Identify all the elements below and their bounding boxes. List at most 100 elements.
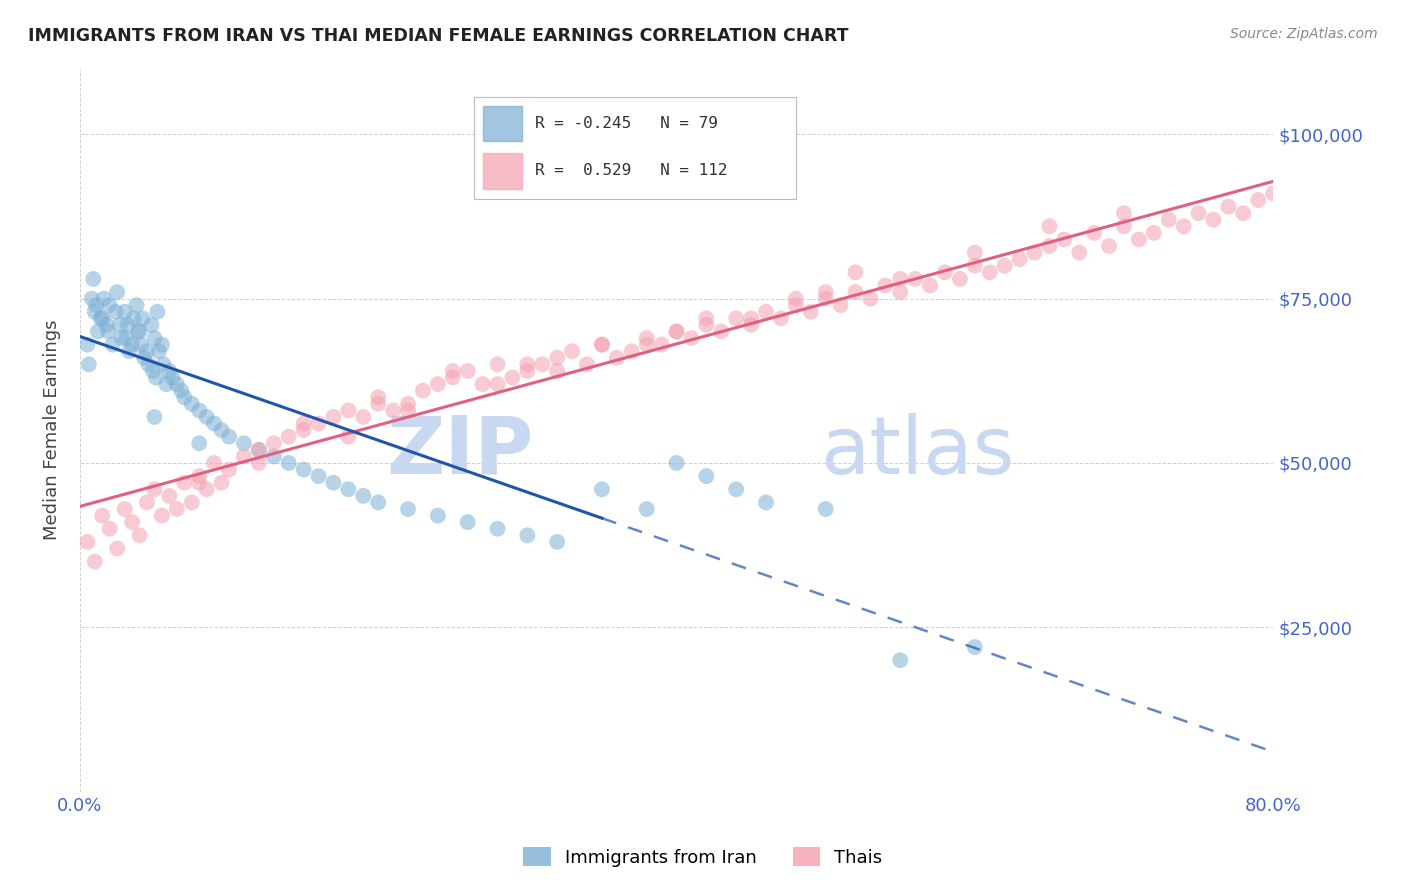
Point: [367, 390, 389, 404]
Point: [396, 397, 419, 411]
Point: [1232, 206, 1254, 220]
Point: [76, 534, 98, 549]
Point: [695, 318, 717, 332]
Point: [308, 417, 330, 431]
Point: [122, 311, 145, 326]
Point: [83, 555, 105, 569]
Point: [665, 325, 688, 339]
Point: [277, 430, 299, 444]
Point: [486, 522, 509, 536]
Point: [157, 489, 180, 503]
Point: [322, 409, 344, 424]
Point: [1187, 206, 1209, 220]
Point: [129, 337, 152, 351]
Point: [218, 462, 240, 476]
Point: [785, 298, 807, 312]
Point: [211, 423, 233, 437]
Point: [143, 331, 166, 345]
Point: [136, 495, 159, 509]
Text: atlas: atlas: [820, 413, 1014, 491]
Point: [859, 292, 882, 306]
Point: [1053, 232, 1076, 246]
Text: IMMIGRANTS FROM IRAN VS THAI MEDIAN FEMALE EARNINGS CORRELATION CHART: IMMIGRANTS FROM IRAN VS THAI MEDIAN FEMA…: [28, 27, 849, 45]
Point: [546, 534, 568, 549]
Point: [994, 259, 1017, 273]
Point: [591, 337, 613, 351]
Point: [233, 450, 256, 464]
Point: [620, 344, 643, 359]
Point: [963, 640, 986, 654]
Point: [170, 384, 193, 398]
Point: [904, 272, 927, 286]
Point: [606, 351, 628, 365]
Point: [516, 357, 538, 371]
Point: [740, 311, 762, 326]
Point: [90, 311, 112, 326]
Point: [111, 331, 134, 345]
Point: [247, 442, 270, 457]
Point: [132, 351, 155, 365]
Point: [84, 298, 107, 312]
Point: [1038, 239, 1060, 253]
Point: [710, 325, 733, 339]
Point: [308, 469, 330, 483]
Point: [96, 318, 118, 332]
Point: [591, 337, 613, 351]
Point: [202, 456, 225, 470]
Point: [486, 377, 509, 392]
Point: [844, 265, 866, 279]
Point: [143, 483, 166, 497]
Point: [979, 265, 1001, 279]
Point: [142, 364, 165, 378]
Point: [755, 495, 778, 509]
Point: [114, 305, 136, 319]
Point: [665, 325, 688, 339]
Point: [180, 397, 202, 411]
Point: [1038, 219, 1060, 234]
Point: [1112, 219, 1135, 234]
Point: [367, 397, 389, 411]
Point: [121, 337, 143, 351]
Point: [114, 502, 136, 516]
Point: [247, 442, 270, 457]
Point: [337, 403, 360, 417]
Point: [115, 331, 138, 345]
Point: [755, 305, 778, 319]
Point: [1098, 239, 1121, 253]
Point: [136, 344, 159, 359]
Point: [934, 265, 956, 279]
Point: [277, 456, 299, 470]
Point: [1218, 200, 1240, 214]
Point: [98, 522, 121, 536]
Point: [1173, 219, 1195, 234]
Point: [188, 403, 211, 417]
Point: [561, 344, 583, 359]
Point: [77, 357, 100, 371]
Point: [920, 278, 942, 293]
Point: [202, 417, 225, 431]
Point: [127, 325, 149, 339]
Point: [263, 436, 285, 450]
Point: [117, 318, 139, 332]
Point: [337, 430, 360, 444]
Point: [188, 475, 211, 490]
Point: [1202, 212, 1225, 227]
Point: [91, 311, 114, 326]
Point: [963, 259, 986, 273]
Point: [87, 325, 110, 339]
Point: [80, 292, 103, 306]
Legend: Immigrants from Iran, Thais: Immigrants from Iran, Thais: [516, 840, 890, 874]
Point: [1263, 186, 1285, 201]
Point: [949, 272, 972, 286]
Point: [516, 528, 538, 542]
Point: [97, 325, 120, 339]
Point: [173, 475, 195, 490]
Point: [785, 292, 807, 306]
Point: [501, 370, 523, 384]
Point: [1069, 245, 1091, 260]
Point: [188, 469, 211, 483]
Point: [531, 357, 554, 371]
Point: [471, 377, 494, 392]
Point: [695, 311, 717, 326]
Point: [516, 364, 538, 378]
